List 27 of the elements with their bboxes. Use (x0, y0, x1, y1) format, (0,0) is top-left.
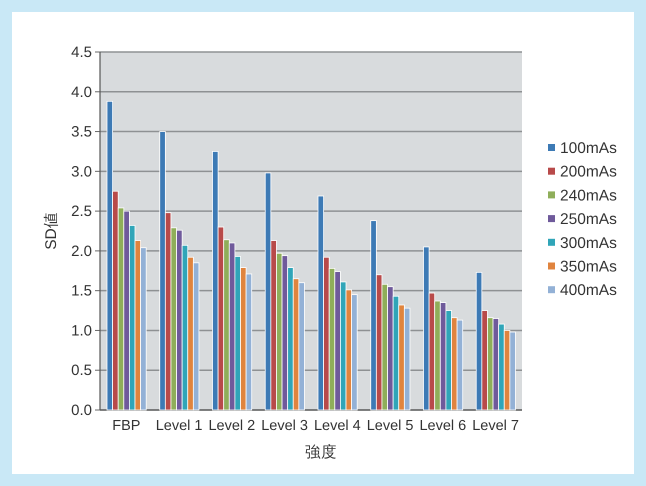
x-tick-label: Level 2 (208, 418, 256, 434)
legend-label: 100mAs (560, 140, 618, 157)
y-tick-label: 4.0 (71, 84, 92, 101)
x-tick-label: Level 3 (261, 418, 308, 434)
y-tick-label: 0.0 (71, 402, 92, 419)
y-tick-label: 0.5 (71, 362, 92, 380)
y-tick-label: 3.5 (71, 124, 92, 141)
legend-label: 200mAs (560, 164, 618, 181)
x-tick-label: Level 1 (156, 418, 203, 434)
x-tick-label: Level 7 (472, 418, 520, 434)
legend-label: 300mAs (560, 234, 618, 252)
x-tick-label: Level 5 (366, 418, 414, 434)
y-tick-label: 2.0 (71, 242, 92, 260)
y-tick-label: 4.5 (71, 44, 92, 61)
legend-label: 250mAs (560, 211, 618, 228)
y-tick-label: 1.0 (71, 322, 92, 340)
legend-label: 350mAs (560, 258, 618, 276)
x-axis-title: 強度 (305, 443, 337, 461)
x-tick-label: FBP (112, 418, 140, 434)
x-tick-label: Level 4 (314, 418, 361, 434)
y-axis-title: SD値 (43, 212, 60, 250)
legend-label: 240mAs (560, 187, 618, 204)
x-tick-label: Level 6 (419, 418, 466, 434)
y-tick-label: 2.5 (71, 203, 92, 220)
y-tick-label: 1.5 (71, 282, 92, 300)
legend-label: 400mAs (560, 282, 618, 300)
y-tick-label: 3.0 (71, 163, 92, 180)
